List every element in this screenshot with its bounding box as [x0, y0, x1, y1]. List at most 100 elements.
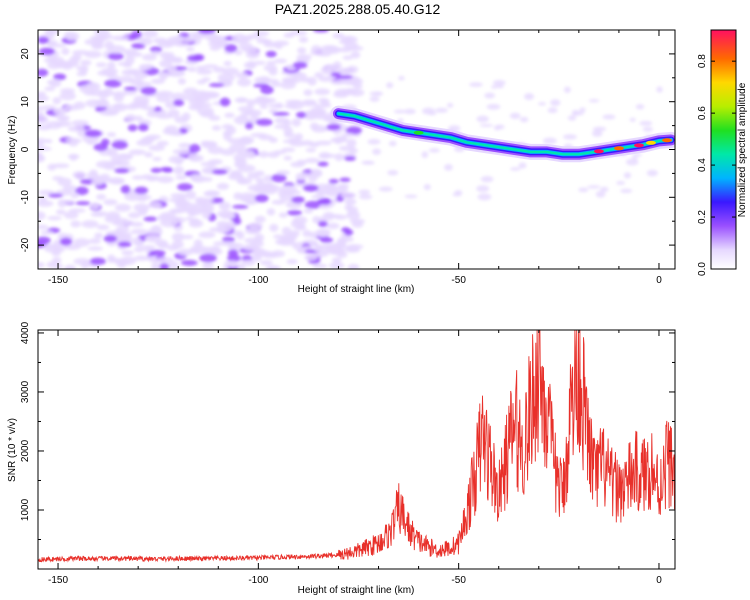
heatmap-noise-blob	[135, 240, 145, 247]
heatmap-noise-blob	[133, 203, 150, 213]
heatmap-noise-blob	[80, 59, 92, 66]
heatmap-noise-blob	[59, 91, 76, 101]
heatmap-noise-blob	[234, 97, 249, 103]
heatmap-noise-blob	[189, 247, 201, 253]
heatmap-noise-blob	[72, 50, 90, 55]
heatmap-noise-blob	[150, 51, 161, 56]
heatmap-noise-blob	[260, 85, 274, 95]
heatmap-noise-blob	[75, 201, 91, 206]
heatmap-noise-blob	[172, 148, 191, 155]
heatmap-noise-blob	[188, 143, 201, 153]
page-title: PAZ1.2025.288.05.40.G12	[274, 1, 441, 17]
heatmap-noise-blob	[265, 50, 277, 58]
heatmap-noise-blob	[73, 258, 91, 265]
heatmap-noise-blob	[345, 126, 362, 135]
heatmap-noise-blob	[326, 123, 341, 131]
heatmap-noise-blob	[312, 216, 321, 224]
heatmap-noise-blob	[253, 83, 269, 88]
heatmap-noise-blob	[310, 49, 326, 56]
heatmap-noise-blob	[58, 199, 74, 204]
snr-x-axis-label: Height of straight line (km)	[298, 585, 415, 596]
heatmap-noise-blob	[142, 53, 157, 61]
heatmap-noise-blob	[134, 186, 149, 195]
heatmap-noise-blob	[324, 45, 341, 54]
heatmap-noise-blob	[313, 244, 324, 253]
heatmap-noise-blob	[267, 151, 280, 158]
heatmap-noise-blob	[56, 115, 70, 121]
heatmap-noise-blob	[38, 36, 50, 44]
heatmap-noise-blob	[254, 233, 265, 242]
heatmap-noise-blob	[106, 132, 117, 138]
heatmap-noise-blob	[247, 184, 264, 192]
heatmap-noise-blob	[271, 250, 285, 258]
heatmap-noise-blob	[130, 30, 143, 39]
heatmap-noise-blob	[268, 265, 278, 269]
heatmap-noise-blob	[38, 189, 55, 196]
heatmap-noise-blob	[656, 86, 663, 93]
heatmap-noise-blob	[90, 40, 103, 49]
heatmap-noise-blob	[177, 78, 187, 85]
heatmap-noise-blob	[133, 71, 148, 80]
heatmap-noise-blob	[295, 111, 307, 119]
heatmap-noise-blob	[138, 123, 149, 132]
heatmap-noise-blob	[336, 239, 347, 248]
heatmap-noise-blob	[271, 81, 282, 88]
heatmap-noise-blob	[274, 124, 291, 129]
heatmap-noise-blob	[480, 176, 494, 183]
heatmap-noise-blob	[185, 190, 197, 200]
heatmap-noise-blob	[629, 117, 636, 122]
heatmap-noise-blob	[579, 107, 586, 113]
heatmap-noise-blob	[312, 263, 328, 269]
heatmap-noise-blob	[291, 196, 305, 204]
heatmap-noise-blob	[209, 227, 226, 233]
heatmap-noise-blob	[38, 47, 55, 56]
heatmap-noise-blob	[196, 208, 214, 213]
heatmap-noise-blob	[87, 246, 104, 251]
heatmap-noise-blob	[246, 34, 261, 40]
heatmap-noise-blob	[492, 79, 506, 86]
heatmap-noise-blob	[182, 36, 196, 43]
heatmap-noise-blob	[57, 177, 72, 187]
heatmap-noise-blob	[46, 40, 58, 45]
heatmap-noise-blob	[228, 242, 244, 249]
heatmap-noise-blob	[75, 124, 85, 133]
heatmap-noise-blob	[338, 67, 352, 76]
heatmap-noise-blob	[170, 208, 183, 214]
heatmap-noise-blob	[404, 194, 418, 199]
heatmap-noise-blob	[191, 175, 208, 183]
heatmap-noise-blob	[578, 187, 589, 193]
heatmap-noise-blob	[338, 145, 356, 152]
heatmap-noise-blob	[107, 177, 125, 185]
heatmap-noise-blob	[283, 155, 292, 161]
heatmap-noise-blob	[218, 201, 231, 211]
heatmap-noise-blob	[95, 62, 107, 68]
heatmap-noise-blob	[328, 178, 339, 184]
heatmap-noise-blob	[139, 64, 152, 71]
heatmap-noise-blob	[281, 226, 292, 236]
heatmap-noise-blob	[237, 114, 249, 120]
heatmap-noise-blob	[595, 190, 606, 198]
heatmap-noise-blob	[130, 228, 148, 235]
heatmap-noise-blob	[284, 103, 298, 109]
heatmap-noise-blob	[177, 183, 193, 191]
heatmap-noise-blob	[245, 49, 260, 59]
heatmap-noise-blob	[207, 146, 224, 155]
heatmap-noise-blob	[319, 153, 337, 158]
heatmap-noise-blob	[342, 55, 353, 60]
heatmap-noise-blob	[194, 197, 207, 203]
heatmap-noise-blob	[338, 185, 349, 193]
heatmap-noise-blob	[477, 193, 492, 201]
heatmap-noise-blob	[286, 79, 301, 84]
heatmap-noise-blob	[276, 170, 291, 176]
heatmap-noise-blob	[59, 237, 73, 246]
heatmap-peak	[633, 143, 644, 148]
heatmap-noise-blob	[201, 77, 211, 82]
heatmap-noise-blob	[151, 78, 165, 85]
heatmap-noise-blob	[127, 124, 138, 132]
heatmap-noise-blob	[70, 138, 82, 144]
heatmap-noise-blob	[136, 37, 147, 42]
heatmap-noise-blob	[226, 254, 241, 262]
heatmap-noise-blob	[208, 82, 225, 88]
heatmap-noise-blob	[148, 144, 165, 152]
heatmap-noise-blob	[248, 222, 263, 230]
